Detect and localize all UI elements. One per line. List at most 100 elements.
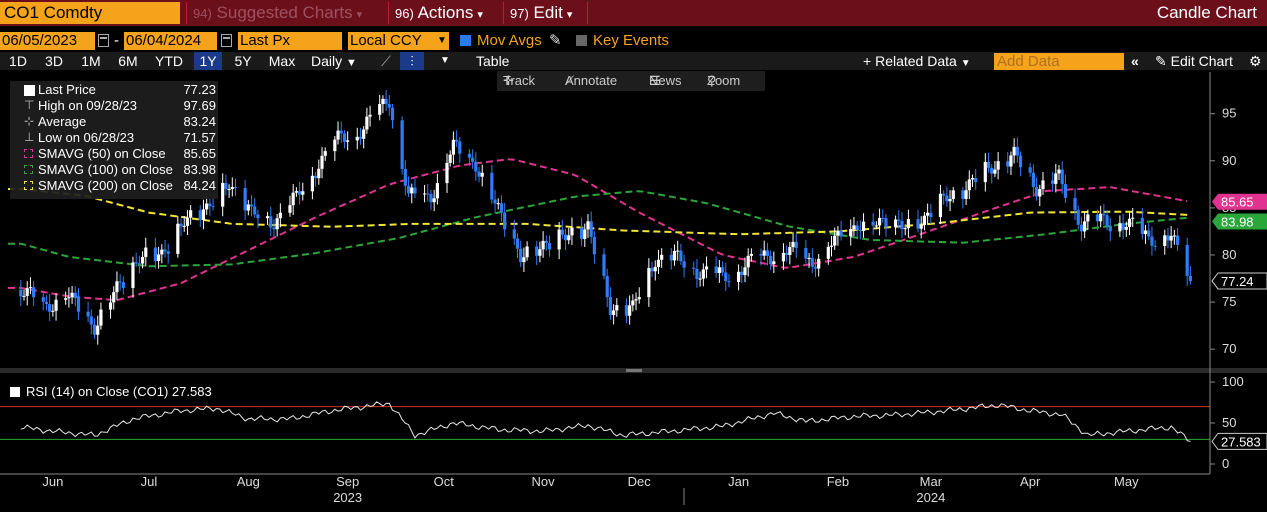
edit-menu[interactable]: 97) Edit ▾ [503,2,588,24]
candle-down [810,257,814,267]
mov-avgs-checkbox[interactable] [460,35,471,46]
x-month-label: Nov [532,474,556,489]
candle-up [791,241,795,248]
candle-down [724,272,728,282]
ticker-field[interactable]: CO1 Comdty [0,2,180,24]
candle-up [1124,226,1128,230]
currency-select[interactable]: Local CCY [348,32,435,50]
timeframe-3d-button[interactable]: 3D [45,53,63,69]
key-events-label: Key Events [593,32,669,49]
candle-up [586,221,590,230]
timeframe-6m-button[interactable]: 6M [118,53,138,69]
legend-sma200[interactable]: SMAVG (200) on Close 84.24 [10,178,218,194]
line-chart-icon[interactable]: ⟋ [381,53,391,69]
rsi-line [20,401,1191,442]
candle-down [692,267,696,269]
key-events-checkbox[interactable] [576,35,587,46]
caret-down-icon: ▼ [346,57,357,69]
candle-up [317,168,321,179]
candle-down [314,175,318,179]
candle-up [1086,214,1090,222]
candle-up [826,246,830,259]
start-date-field[interactable]: 06/05/2023 [0,32,95,50]
rsi-y-tick-label: 0 [1222,456,1229,471]
periodicity-select[interactable]: Daily ▼ [311,53,357,69]
candle-down [1095,214,1100,222]
candle-chart-icon[interactable]: ⫶ [400,52,424,70]
candle-up [926,212,930,216]
candle-down [458,141,462,154]
candle-up [541,240,545,250]
moving-averages [8,158,1188,302]
candle-down [413,187,417,194]
legend-sma100[interactable]: SMAVG (100) on Close 83.98 [10,162,218,178]
candle-down [493,199,497,204]
candle-up [294,191,298,193]
candle-down [608,297,613,315]
candle-up [951,190,955,200]
timeframe-bar: 1D 3D 1M 6M YTD 1Y 5Y Max Daily ▼ ⟋ ⫶ ▼ … [0,52,1267,70]
currency-dropdown-icon[interactable]: ▼ [435,32,449,50]
pencil-icon[interactable]: ✎ [549,32,562,49]
timeframe-ytd-button[interactable]: YTD [155,53,183,69]
candle-down [477,171,481,177]
candle-down [804,248,808,259]
chart-type-dropdown-icon[interactable]: ▼ [440,55,450,66]
candle-up [1172,235,1176,237]
candle-down [1079,224,1084,232]
candle-up [355,136,359,141]
candle-down [519,248,523,263]
end-date-field[interactable]: 06/04/2024 [124,32,217,50]
candle-up [346,140,350,142]
candle-down [48,304,52,312]
candle-up [1083,221,1087,232]
timeframe-1y-button[interactable]: 1Y [194,52,222,70]
candle-down [1105,215,1109,226]
candle-up [676,250,680,252]
suggested-charts-menu[interactable]: 94) Suggested Charts ▾ [186,2,386,24]
candle-up [99,309,103,326]
candle-up [278,212,282,219]
x-month-label: Jan [728,474,749,489]
candle-up [227,188,231,190]
candle-down [1060,169,1064,185]
timeframe-max-button[interactable]: Max [268,53,296,69]
add-data-input[interactable]: Add Data [994,53,1124,70]
candle-down [1102,213,1106,216]
edit-chart-button[interactable]: ✎ Edit Chart [1155,53,1233,69]
candle-down [813,266,818,269]
candle-up [557,229,561,250]
candle-up [829,245,834,247]
timeframe-1d-button[interactable]: 1D [9,53,27,69]
legend-high: ⊤ High on 09/28/23 97.69 [24,98,216,113]
candle-up [176,223,180,254]
candle-down [44,301,49,305]
x-month-label: Aug [237,474,260,489]
related-data-menu[interactable]: + Related Data ▼ [863,53,971,69]
candle-up [615,305,619,311]
timeframe-1m-button[interactable]: 1M [81,53,101,69]
calendar-icon[interactable] [221,34,232,47]
price-field-select[interactable]: Last Px [238,32,342,50]
table-button[interactable]: Table [476,53,510,69]
candle-down [535,246,539,256]
candle-down [166,251,170,254]
candle-up [70,292,74,298]
candle-down [198,210,202,220]
candle-down [974,178,978,183]
candle-up [967,179,971,191]
calendar-icon[interactable] [98,34,109,47]
candle-down [765,250,770,256]
gear-icon[interactable]: ⚙ [1249,53,1262,69]
actions-menu[interactable]: 96) Actions ▾ [388,2,501,24]
sma50-badge [1212,193,1267,210]
candle-down [769,255,773,265]
legend-sma50[interactable]: SMAVG (50) on Close 85.65 [10,146,218,162]
collapse-icon[interactable]: « [1131,53,1139,69]
candle-down [900,220,904,230]
candle-up [381,98,385,105]
candle-down [650,268,654,272]
sma100-badge-label: 83.98 [1221,214,1254,229]
timeframe-5y-button[interactable]: 5Y [234,53,252,69]
